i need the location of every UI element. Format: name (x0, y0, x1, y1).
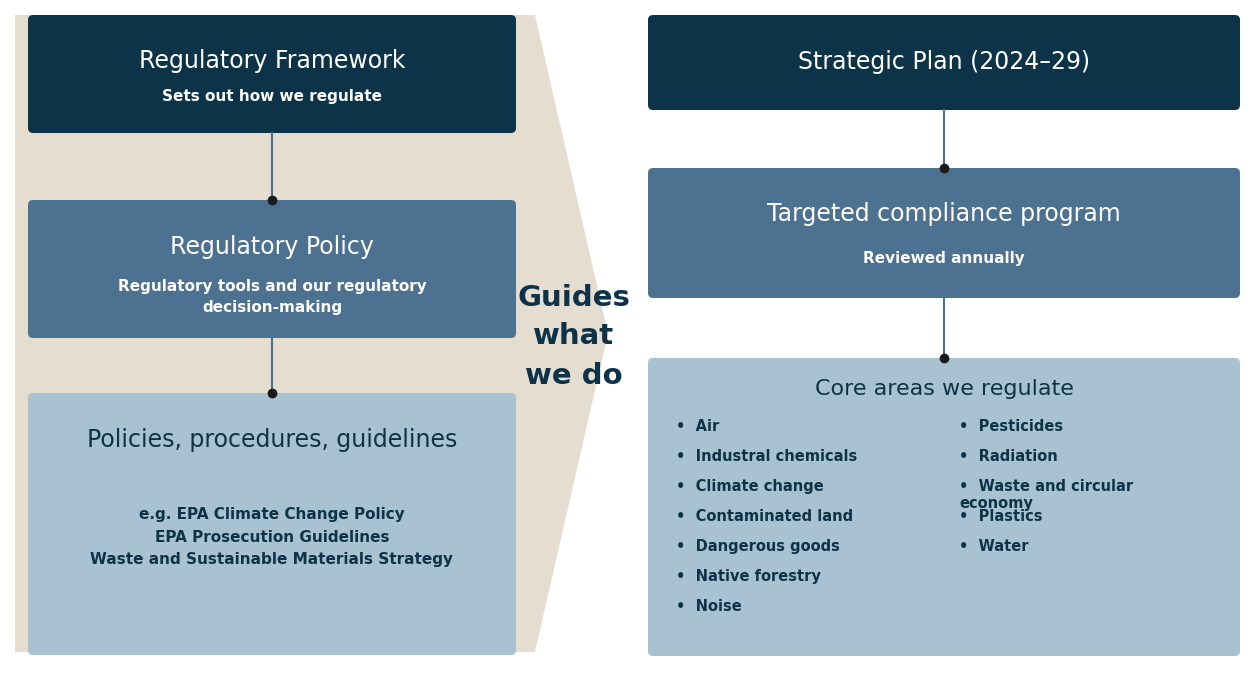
Text: •  Contaminated land: • Contaminated land (676, 509, 853, 524)
Text: Regulatory Policy: Regulatory Policy (170, 235, 374, 259)
Text: •  Water: • Water (959, 539, 1029, 554)
FancyBboxPatch shape (648, 168, 1240, 298)
Text: •  Plastics: • Plastics (959, 509, 1043, 524)
Text: e.g. EPA Climate Change Policy
EPA Prosecution Guidelines
Waste and Sustainable : e.g. EPA Climate Change Policy EPA Prose… (91, 507, 453, 567)
Text: Regulatory Framework: Regulatory Framework (138, 49, 405, 73)
Text: Guides
what
we do: Guides what we do (517, 283, 630, 390)
Text: •  Noise: • Noise (676, 599, 742, 614)
Text: Sets out how we regulate: Sets out how we regulate (162, 89, 382, 104)
FancyBboxPatch shape (28, 200, 516, 338)
FancyBboxPatch shape (28, 393, 516, 655)
Polygon shape (15, 15, 608, 652)
Text: Policies, procedures, guidelines: Policies, procedures, guidelines (87, 428, 457, 452)
Text: •  Air: • Air (676, 419, 720, 434)
Text: •  Dangerous goods: • Dangerous goods (676, 539, 840, 554)
Text: Regulatory tools and our regulatory
decision-making: Regulatory tools and our regulatory deci… (118, 279, 426, 314)
Text: •  Pesticides: • Pesticides (959, 419, 1063, 434)
FancyBboxPatch shape (648, 15, 1240, 110)
Text: •  Waste and circular
economy: • Waste and circular economy (959, 479, 1133, 511)
Text: •  Radiation: • Radiation (959, 449, 1058, 464)
Text: Core areas we regulate: Core areas we regulate (815, 380, 1073, 399)
FancyBboxPatch shape (28, 15, 516, 133)
Text: •  Climate change: • Climate change (676, 479, 824, 494)
FancyBboxPatch shape (648, 358, 1240, 656)
Text: Targeted compliance program: Targeted compliance program (767, 201, 1121, 225)
Text: Reviewed annually: Reviewed annually (863, 252, 1025, 267)
Text: •  Industral chemicals: • Industral chemicals (676, 449, 857, 464)
Text: Strategic Plan (2024–29): Strategic Plan (2024–29) (798, 50, 1091, 75)
Text: •  Native forestry: • Native forestry (676, 569, 821, 584)
